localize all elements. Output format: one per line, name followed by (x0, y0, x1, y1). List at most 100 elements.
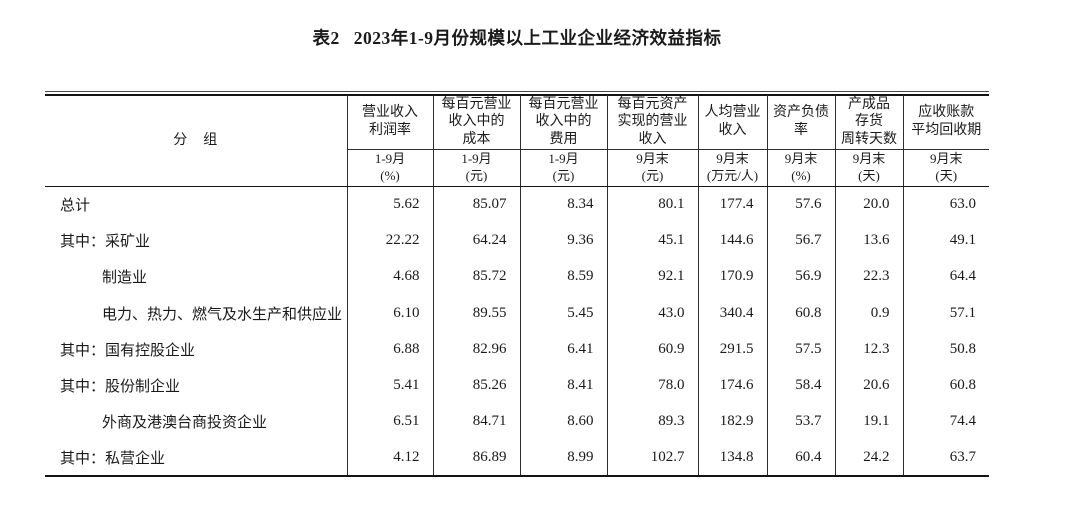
value-cell-r1-c1: 64.24 (432, 222, 520, 259)
value-cell-r2-c1: 85.72 (432, 258, 520, 295)
column-period-unit-0: 1-9月 (%) (346, 149, 433, 187)
value-cell-r2-c5: 56.9 (766, 258, 835, 295)
row-label: 其中：股份制企业 (60, 379, 181, 396)
column-header-6: 产成品 存货 周转天数 (834, 95, 903, 150)
value-cell-r5-c6: 20.6 (834, 367, 903, 404)
value-cell-r7-c5: 60.4 (766, 440, 835, 477)
header-group-row: 分 组营业收入 利润率 每百元营业 收入中的 成本 每百元营业 收入中的 费用 每百元资产 实现的… (45, 95, 989, 187)
column-header-1: 每百元营业 收入中的 成本 (432, 95, 520, 150)
value-cell-r0-c0: 5.62 (346, 186, 433, 223)
table-row-4: 其中：国有控股企业 6.88 82.96 6.41 60.9 291.5 57.5 12.3 5… (45, 331, 989, 368)
value-cell-r0-c5: 57.6 (766, 186, 835, 223)
value-cell-r0-c1: 85.07 (432, 186, 520, 223)
value-cell-r3-c6: 0.9 (834, 294, 903, 332)
row-label: 其中：国有控股企业 (60, 342, 196, 359)
value-cell-r2-c6: 22.3 (834, 258, 903, 295)
table-row-3: 电力、热力、燃气及水生产和供应业 6.10 89.55 5.45 43.0 340.4 60… (45, 294, 989, 332)
value-cell-r1-c5: 56.7 (766, 222, 835, 259)
value-cell-r5-c5: 58.4 (766, 367, 835, 404)
value-cell-r7-c4: 134.8 (697, 440, 767, 477)
row-label: 制造业 (102, 270, 148, 287)
column-period-unit-7: 9月末 (天) (902, 149, 989, 187)
value-cell-r2-c3: 92.1 (606, 258, 698, 295)
value-cell-r3-c4: 340.4 (697, 294, 767, 332)
column-period-unit-6: 9月末 (天) (834, 149, 903, 187)
row-label: 总计 (60, 197, 91, 214)
value-cell-r4-c4: 291.5 (697, 331, 767, 368)
value-cell-r5-c4: 174.6 (697, 367, 767, 404)
table-row-2: 制造业 4.68 85.72 8.59 92.1 170.9 56.9 22.3 64.4 (45, 258, 989, 295)
value-cell-r1-c3: 45.1 (606, 222, 698, 259)
value-cell-r0-c4: 177.4 (697, 186, 767, 223)
table-number: 表2 (312, 28, 340, 48)
column-header-0: 营业收入 利润率 (346, 95, 433, 150)
value-cell-r7-c3: 102.7 (606, 440, 698, 477)
table-row-6: 外商及港澳台商投资企业 6.51 84.71 8.60 89.3 182.9 53.7 19.… (45, 403, 989, 441)
value-cell-r5-c3: 78.0 (606, 367, 698, 404)
value-cell-r6-c7: 74.4 (902, 403, 989, 441)
table-row-0: 总计 5.62 85.07 8.34 80.1 177.4 57.6 20.0 63.0 (45, 186, 989, 223)
value-cell-r4-c3: 60.9 (606, 331, 698, 368)
value-cell-r0-c6: 20.0 (834, 186, 903, 223)
value-cell-r7-c6: 24.2 (834, 440, 903, 477)
table-header: 分 组营业收入 利润率 每百元营业 收入中的 成本 每百元营业 收入中的 费用 每百元资产 实现的… (45, 95, 989, 187)
column-header-7: 应收账款 平均回收期 (902, 95, 989, 150)
column-period-unit-3: 9月末 (元) (606, 149, 698, 187)
value-cell-r3-c7: 57.1 (902, 294, 989, 332)
value-cell-r6-c2: 8.60 (519, 403, 607, 441)
value-cell-r4-c5: 57.5 (766, 331, 835, 368)
column-header-3: 每百元资产 实现的营业 收入 (606, 95, 698, 150)
value-cell-r4-c7: 50.8 (902, 331, 989, 368)
value-cell-r3-c0: 6.10 (346, 294, 433, 332)
value-cell-r5-c1: 85.26 (432, 367, 520, 404)
value-cell-r2-c7: 64.4 (902, 258, 989, 295)
value-cell-r1-c6: 13.6 (834, 222, 903, 259)
row-label: 其中：私营企业 (60, 451, 166, 468)
column-period-unit-5: 9月末 (%) (766, 149, 835, 187)
value-cell-r4-c0: 6.88 (346, 331, 433, 368)
column-period-unit-1: 1-9月 (元) (432, 149, 520, 187)
table-body: 总计 5.62 85.07 8.34 80.1 177.4 57.6 20.0 63.0 其中：采… (45, 186, 989, 477)
value-cell-r1-c0: 22.22 (346, 222, 433, 259)
value-cell-r0-c2: 8.34 (519, 186, 607, 223)
column-header-2: 每百元营业 收入中的 费用 (519, 95, 607, 150)
value-cell-r1-c4: 144.6 (697, 222, 767, 259)
value-cell-r7-c1: 86.89 (432, 440, 520, 477)
value-cell-r7-c7: 63.7 (902, 440, 989, 477)
value-cell-r6-c4: 182.9 (697, 403, 767, 441)
value-cell-r5-c2: 8.41 (519, 367, 607, 404)
row-label: 外商及港澳台商投资企业 (102, 415, 268, 432)
value-cell-r0-c7: 63.0 (902, 186, 989, 223)
value-cell-r0-c3: 80.1 (606, 186, 698, 223)
value-cell-r7-c0: 4.12 (346, 440, 433, 477)
value-cell-r4-c6: 12.3 (834, 331, 903, 368)
value-cell-r5-c7: 60.8 (902, 367, 989, 404)
value-cell-r6-c6: 19.1 (834, 403, 903, 441)
value-cell-r6-c1: 84.71 (432, 403, 520, 441)
value-cell-r7-c2: 8.99 (519, 440, 607, 477)
column-header-5: 资产负债率 (766, 95, 835, 150)
value-cell-r3-c5: 60.8 (766, 294, 835, 332)
value-cell-r1-c7: 49.1 (902, 222, 989, 259)
value-cell-r3-c2: 5.45 (519, 294, 607, 332)
value-cell-r6-c0: 6.51 (346, 403, 433, 441)
value-cell-r1-c2: 9.36 (519, 222, 607, 259)
value-cell-r6-c5: 53.7 (766, 403, 835, 441)
row-label: 电力、热力、燃气及水生产和供应业 (102, 306, 343, 323)
header-period-row: 1-9月 (%) 1-9月 (元) 1-9月 (元) 9月末 (元) 9月末 (万元/人) 9月末(… (45, 149, 989, 187)
table-row-1: 其中：采矿业 22.22 64.24 9.36 45.1 144.6 56.7 13.6 49.… (45, 222, 989, 259)
row-label: 其中：采矿业 (60, 233, 151, 250)
value-cell-r5-c0: 5.41 (346, 367, 433, 404)
value-cell-r4-c1: 82.96 (432, 331, 520, 368)
value-cell-r6-c3: 89.3 (606, 403, 698, 441)
group-column-header: 分 组 (45, 95, 347, 187)
table-row-5: 其中：股份制企业 5.41 85.26 8.41 78.0 174.6 58.4 20.6 60… (45, 367, 989, 404)
value-cell-r4-c2: 6.41 (519, 331, 607, 368)
indicators-table: 分 组营业收入 利润率 每百元营业 收入中的 成本 每百元营业 收入中的 费用 每百元资产 实现的… (45, 95, 989, 478)
value-cell-r2-c4: 170.9 (697, 258, 767, 295)
value-cell-r3-c3: 43.0 (606, 294, 698, 332)
column-period-unit-2: 1-9月 (元) (519, 149, 607, 187)
value-cell-r2-c2: 8.59 (519, 258, 607, 295)
page-title: 表2 2023年1-9月份规模以上工业企业经济效益指标 (45, 25, 989, 50)
